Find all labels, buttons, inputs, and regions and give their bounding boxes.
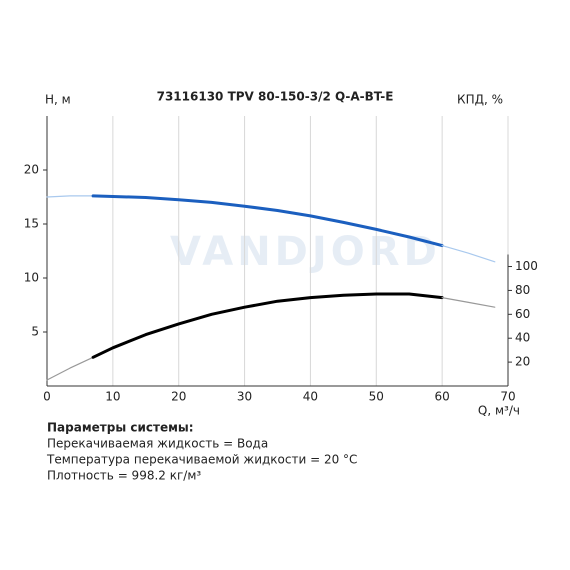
notes-line: Плотность = 998.2 кг/м³	[47, 469, 201, 483]
y2-tick-label: 80	[515, 283, 530, 297]
curve	[441, 245, 496, 263]
y-tick-label: 10	[24, 271, 39, 285]
x-tick-label: 40	[303, 390, 318, 404]
watermark: VANDJORD	[170, 229, 441, 275]
y2-axis-label: КПД, %	[457, 93, 503, 107]
x-tick-label: 20	[171, 390, 186, 404]
y-tick-label: 15	[24, 217, 39, 231]
y-tick-label: 5	[31, 325, 39, 339]
notes-heading: Параметры системы:	[47, 421, 194, 435]
x-tick-label: 60	[435, 390, 450, 404]
x-tick-label: 10	[105, 390, 120, 404]
x-tick-label: 30	[237, 390, 252, 404]
x-tick-label: 0	[43, 390, 51, 404]
x-tick-label: 50	[369, 390, 384, 404]
curve	[46, 195, 94, 198]
notes-line: Температура перекачиваемой жидкости = 20…	[46, 453, 357, 467]
notes-line: Перекачиваемая жидкость = Вода	[47, 437, 268, 451]
curve	[46, 356, 94, 381]
x-axis-label: Q, м³/ч	[478, 404, 520, 418]
y2-tick-label: 40	[515, 331, 530, 345]
x-tick-label: 70	[500, 390, 515, 404]
y2-tick-label: 100	[515, 259, 538, 273]
y2-tick-label: 60	[515, 307, 530, 321]
curve	[441, 297, 496, 308]
y2-tick-label: 20	[515, 355, 530, 369]
y-tick-label: 20	[24, 163, 39, 177]
y-axis-label: H, м	[45, 93, 71, 107]
curve	[91, 194, 444, 248]
curve	[91, 292, 444, 359]
chart-title: 73116130 TPV 80-150-3/2 Q-A-BT-E	[157, 90, 394, 104]
